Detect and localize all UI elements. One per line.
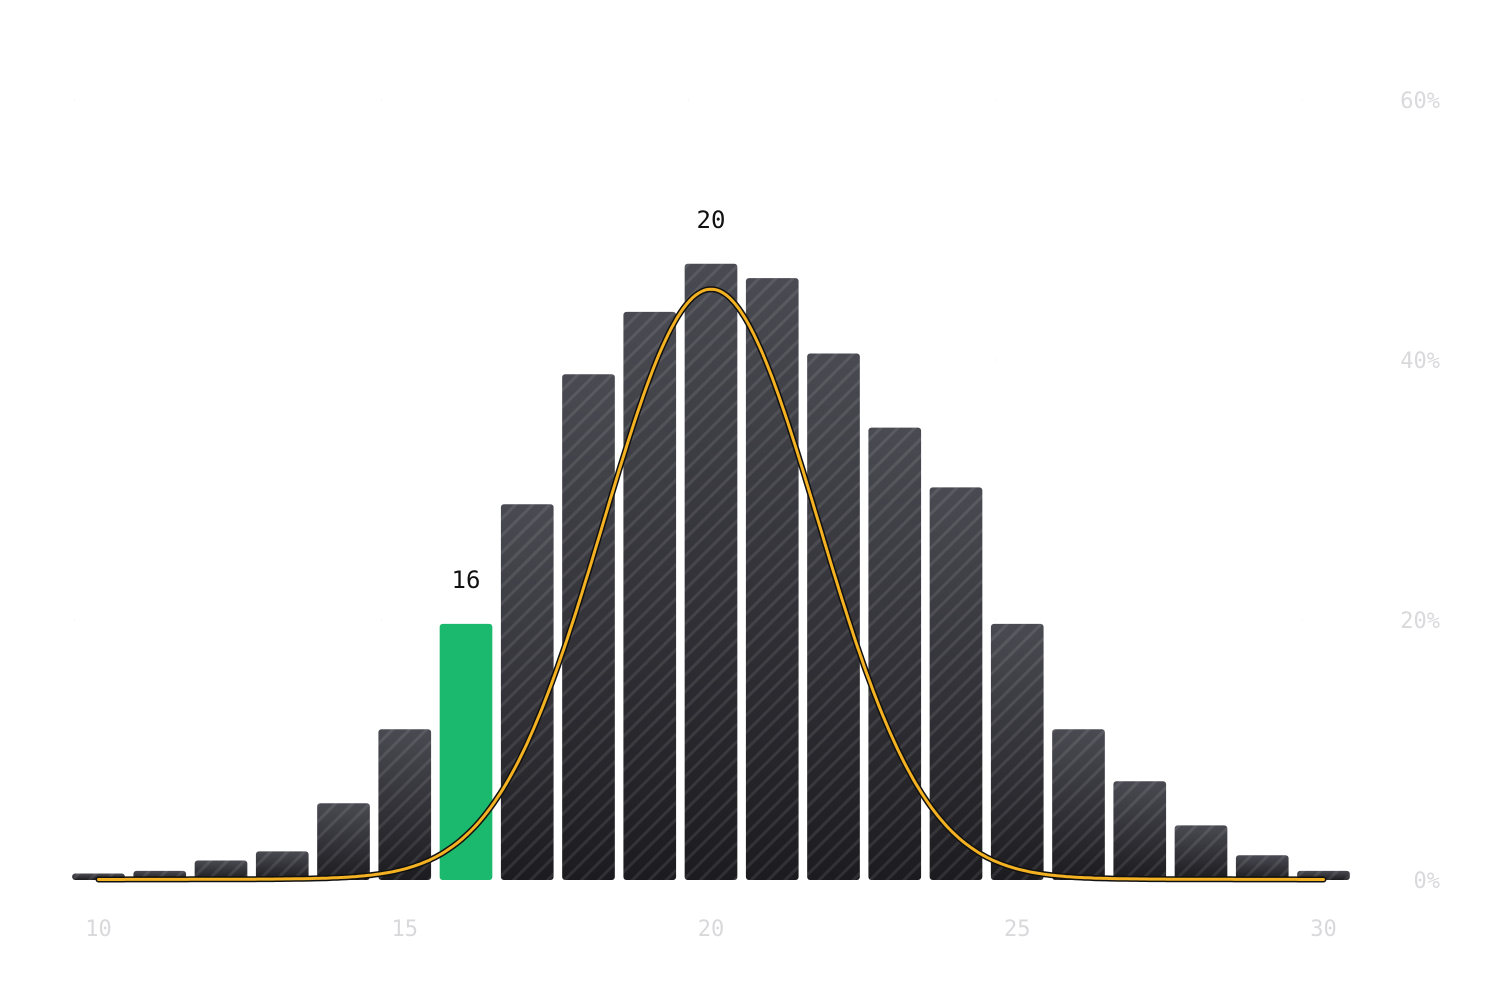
data-label-16: 16 xyxy=(452,566,481,594)
bar-hatch-21 xyxy=(745,278,799,881)
fit-curve xyxy=(95,286,1327,883)
y-tick-label: 20% xyxy=(1400,609,1440,634)
bar-hatch-12 xyxy=(194,860,248,880)
bar-hatch-17 xyxy=(500,504,554,880)
bar-hatch-13 xyxy=(255,851,309,880)
fit-curve-line xyxy=(97,287,1325,881)
bar-hatch-29 xyxy=(1235,855,1289,880)
bar-hatch-20 xyxy=(684,263,738,880)
bar-hatch-26 xyxy=(1052,729,1105,880)
y-tick-label: 40% xyxy=(1400,349,1440,374)
bar-hatch-15 xyxy=(378,729,432,880)
y-tick-label: 60% xyxy=(1400,89,1440,114)
x-tick-label: 15 xyxy=(392,917,419,942)
bar-hatch-23 xyxy=(868,427,922,880)
bar-hatch-22 xyxy=(807,353,860,880)
bar-hatch-25 xyxy=(990,623,1044,880)
x-tick-label: 30 xyxy=(1310,917,1337,942)
bar-highlight-16 xyxy=(439,623,493,880)
bar-hatch-28 xyxy=(1174,825,1228,880)
x-axis: 10 15 20 25 30 xyxy=(85,917,1337,942)
bar-hatch-14 xyxy=(317,803,370,880)
x-tick-label: 25 xyxy=(1004,917,1031,942)
bar-hatch-19 xyxy=(623,311,677,880)
y-axis: 0% 20% 40% 60% xyxy=(1400,89,1440,894)
x-tick-label: 10 xyxy=(85,917,112,942)
bar-hatch-24 xyxy=(929,487,983,880)
bar-hatch-27 xyxy=(1113,781,1167,880)
x-tick-label: 20 xyxy=(698,917,725,942)
bar-hatch-18 xyxy=(562,374,615,880)
bars xyxy=(72,263,1350,881)
y-tick-label: 0% xyxy=(1414,869,1441,894)
data-label-20: 20 xyxy=(697,206,726,234)
